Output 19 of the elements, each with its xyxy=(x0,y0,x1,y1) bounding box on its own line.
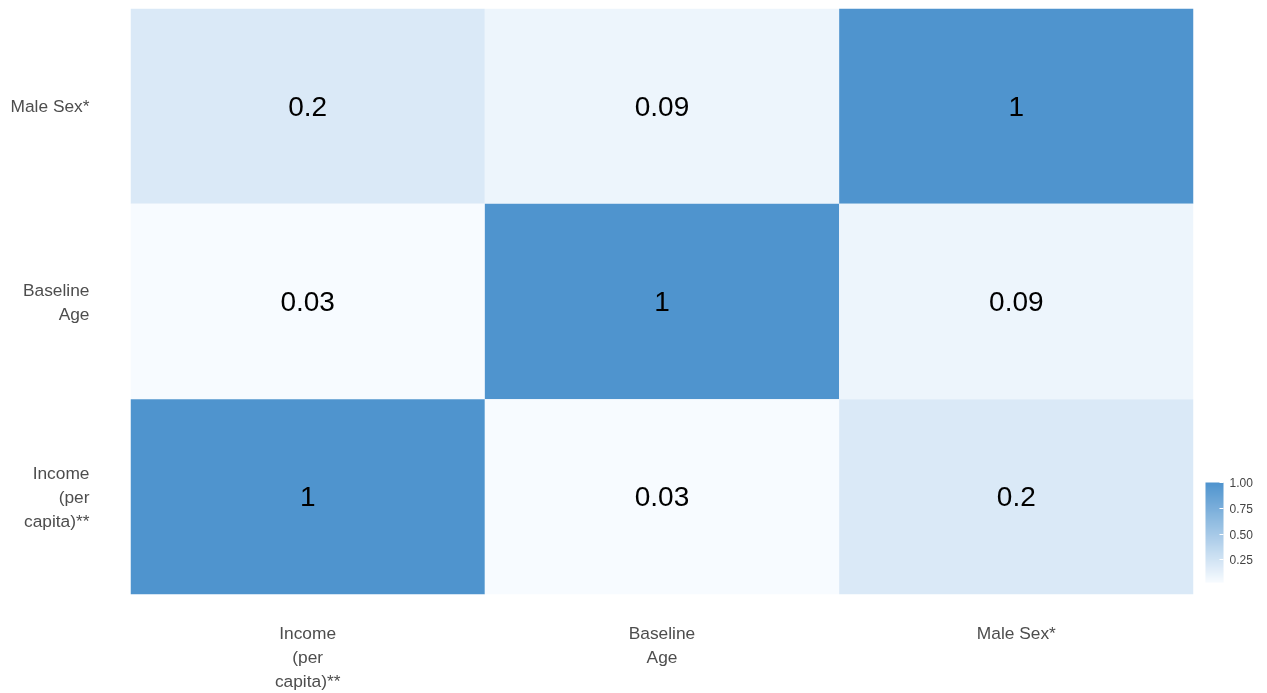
data-label: 0.2 xyxy=(288,90,328,122)
color-bar-label: 1.00 xyxy=(1229,476,1254,490)
x-tick-label: Income (per capita)** xyxy=(274,622,341,691)
x-tick-label: Baseline Age xyxy=(628,622,696,667)
data-label: 1 xyxy=(654,286,670,317)
data-label: 0.03 xyxy=(634,481,690,513)
color-bar-label: 0.25 xyxy=(1229,553,1254,568)
color-bar-label: 0.75 xyxy=(1229,501,1254,516)
data-label: 0.03 xyxy=(280,286,335,317)
color-bar-label: 0.50 xyxy=(1229,527,1254,542)
data-label: 1 xyxy=(1008,90,1025,122)
data-label: 0.09 xyxy=(634,90,690,122)
data-label: 0.2 xyxy=(996,481,1036,513)
y-tick-label: Baseline Age xyxy=(23,279,90,324)
y-tick-label: Male Sex* xyxy=(10,96,90,117)
data-label: 1 xyxy=(299,481,316,513)
data-label: 0.09 xyxy=(989,286,1044,317)
x-tick-label: Male Sex* xyxy=(976,622,1057,643)
y-tick-label: Income (per capita)** xyxy=(24,462,90,531)
